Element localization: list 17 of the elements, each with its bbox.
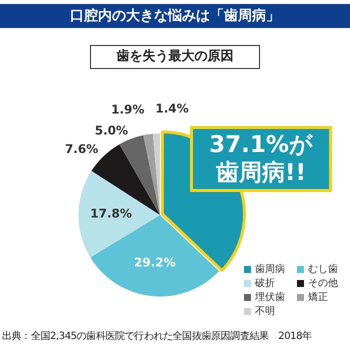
- data-label: 1.4%: [155, 101, 189, 116]
- source-note: 出典：全国2,345の歯科医院で行われた全国抜歯原因調査結果 2018年: [2, 330, 313, 343]
- text: 37.1%が歯周病!!: [190, 126, 332, 192]
- data-label: 7.6%: [64, 142, 98, 156]
- data-label: 17.8%: [90, 206, 132, 221]
- data-label: 5.0%: [94, 123, 128, 138]
- legend-label: むし歯: [308, 262, 338, 276]
- legend-label: 矯正: [308, 291, 328, 304]
- legend-label: その他: [308, 277, 338, 290]
- legend-label: 不明: [255, 305, 275, 318]
- data-label: 1.9%: [111, 102, 144, 116]
- legend-label: 歯周病: [255, 262, 285, 276]
- legend-label: 埋伏歯: [255, 290, 285, 304]
- chart-title: 口腔内の大きな悩みは「歯周病」: [0, 4, 350, 28]
- data-label: 29.2%: [134, 256, 176, 270]
- legend-label: 破折: [255, 276, 275, 290]
- chart-subtitle: 歯を失う最大の原因: [90, 45, 260, 69]
